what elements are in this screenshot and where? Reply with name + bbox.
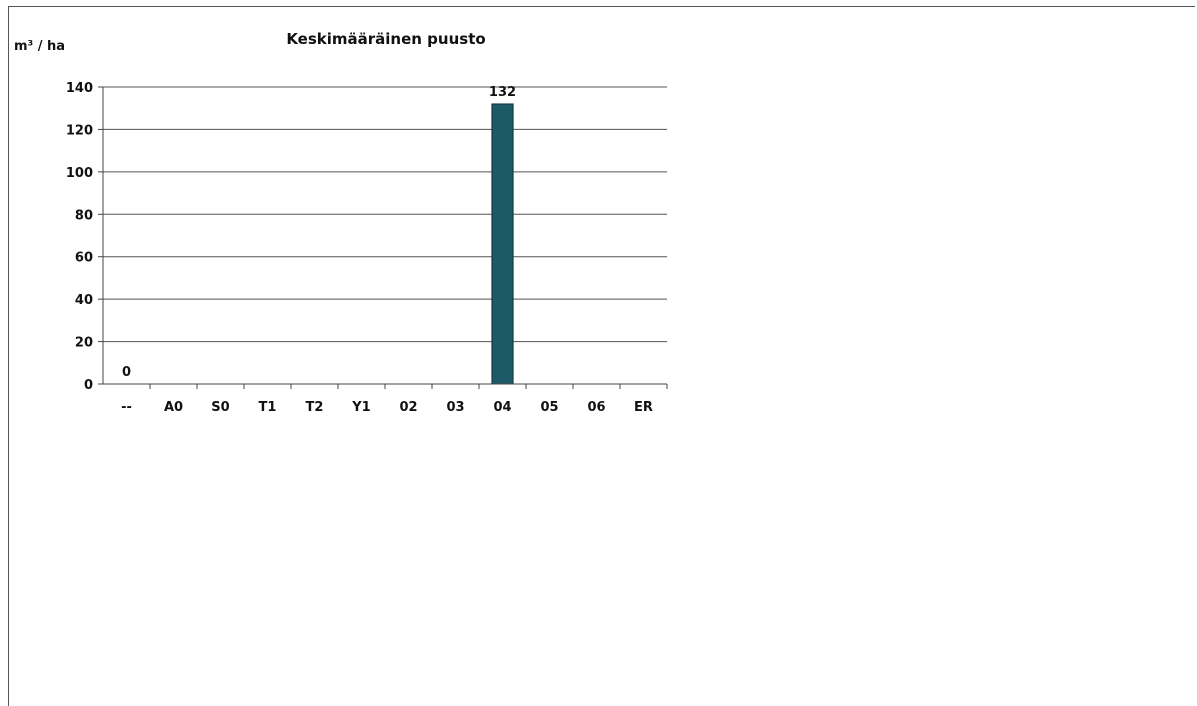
x-tick-label: 02	[399, 400, 417, 415]
bar	[492, 104, 513, 384]
x-tick-label: 04	[493, 400, 511, 415]
x-tick-label: 06	[587, 400, 605, 415]
x-tick-label: S0	[211, 400, 229, 415]
y-axis-label: m³ / ha	[14, 39, 65, 54]
data-label: 132	[489, 85, 516, 100]
axes	[98, 87, 667, 389]
x-tick-label: Y1	[351, 400, 370, 415]
gridlines	[103, 87, 667, 342]
data-label: 0	[122, 365, 131, 380]
chart-title: Keskimääräinen puusto	[286, 30, 485, 48]
y-tick-label: 80	[75, 208, 93, 223]
y-tick-label: 60	[75, 251, 93, 266]
y-tick-label: 100	[66, 166, 93, 181]
x-tick-label: T2	[306, 400, 324, 415]
y-tick-labels: 0 20 40 60 80 100 120 140	[66, 81, 93, 393]
x-tick-label: --	[121, 400, 132, 415]
x-tick-label: ER	[634, 400, 653, 415]
y-tick-label: 40	[75, 293, 93, 308]
y-tick-label: 20	[75, 336, 93, 351]
y-tick-label: 0	[84, 378, 93, 393]
x-tick-label: 05	[540, 400, 558, 415]
x-tick-label: 03	[446, 400, 464, 415]
y-tick-label: 120	[66, 123, 93, 138]
x-tick-labels: -- A0 S0 T1 T2 Y1 02 03 04 05 06 ER	[121, 400, 653, 415]
y-tick-label: 140	[66, 81, 93, 96]
x-tick-label: T1	[259, 400, 277, 415]
x-tick-label: A0	[164, 400, 183, 415]
bars	[492, 104, 513, 384]
